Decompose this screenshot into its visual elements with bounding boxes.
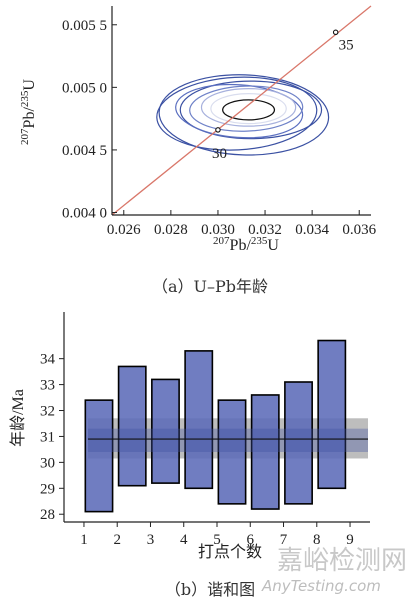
y-tick-label-a: 0.004 0 [62, 205, 107, 221]
x-tick-label-a: 0.026 [107, 222, 141, 238]
error-ellipse [210, 93, 287, 125]
x-tick-label-a: 0.028 [154, 222, 188, 238]
age-bar [184, 350, 214, 490]
age-bar [117, 365, 147, 487]
x-tick-label-b: 4 [180, 532, 188, 548]
x-axis-label-a: 207Pb/235U [213, 235, 279, 254]
point-marker [215, 127, 221, 133]
age-bar [217, 399, 247, 505]
point-marker-label: 30 [212, 146, 227, 162]
error-ellipse [222, 99, 276, 121]
error-ellipse [179, 80, 323, 140]
y-tick-label-a: 0.005 5 [62, 18, 107, 34]
y-tick-label-b: 33 [40, 378, 55, 394]
error-ellipses [156, 74, 330, 156]
age-bar [151, 378, 180, 484]
x-tick-label-b: 6 [247, 532, 255, 548]
ratio-plot-panel: 35 30 0.026 0.028 0.030 0.032 0.034 0.036 0.004… [19, 5, 377, 296]
x-tick-label-b: 7 [280, 532, 288, 548]
point-markers: 35 30 [212, 29, 354, 162]
y-tick-label-b: 34 [40, 352, 56, 368]
x-tick-label-b: 9 [346, 532, 354, 548]
x-axis-label-b: 打点个数 [198, 543, 262, 561]
error-ellipse [200, 87, 297, 127]
ticks-a: 0.026 0.028 0.030 0.032 0.034 0.036 0.004 0 0.0… [62, 18, 377, 238]
y-tick-label-b: 30 [40, 455, 55, 471]
error-ellipse [175, 83, 304, 139]
x-tick-label-a: 0.032 [248, 222, 282, 238]
y-tick-label-b: 31 [40, 429, 55, 445]
watermark-url: AnyTesting.com [261, 577, 381, 595]
x-tick-label-b: 1 [80, 532, 88, 548]
age-error-bars [84, 339, 368, 513]
age-bar [317, 339, 347, 490]
age-bar [84, 399, 114, 513]
x-tick-label-b: 3 [147, 532, 155, 548]
x-tick-label-b: 2 [113, 532, 121, 548]
y-tick-label-b: 29 [40, 481, 55, 497]
y-axis-label-a: 207Pb/235U [19, 79, 38, 145]
x-tick-label-b: 8 [313, 532, 321, 548]
x-tick-label-a: 0.034 [295, 222, 329, 238]
error-ellipse [156, 76, 318, 151]
watermark-logo-text: 嘉峪检测网 [277, 546, 407, 576]
mean-age-overlap-band [88, 428, 368, 452]
x-tick-label-a: 0.036 [342, 222, 376, 238]
caption-b: （b）谐和图 [165, 580, 255, 599]
y-tick-label-a: 0.004 5 [62, 143, 107, 159]
x-tick-label-b: 5 [213, 532, 221, 548]
error-ellipse [158, 74, 330, 156]
y-tick-label-b: 32 [40, 404, 55, 420]
error-ellipse [189, 85, 304, 132]
age-bar [250, 394, 280, 510]
concordia-line [111, 5, 372, 216]
y-tick-label-a: 0.005 0 [62, 80, 107, 96]
point-marker-label: 35 [339, 37, 354, 53]
y-tick-label-b: 28 [40, 507, 55, 523]
age-bar [284, 381, 313, 505]
caption-a: （a）U–Pb年龄 [152, 277, 268, 296]
point-marker [332, 29, 339, 36]
y-axis-label-b: 年龄/Ma [9, 389, 27, 447]
x-tick-label-a: 0.030 [201, 222, 235, 238]
